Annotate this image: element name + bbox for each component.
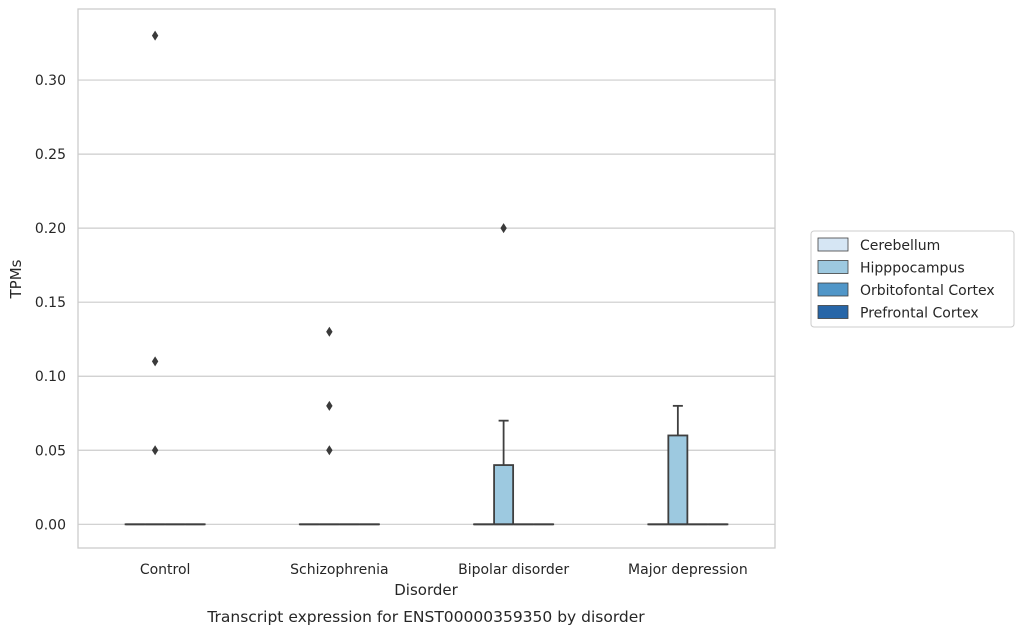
y-tick-label: 0.25 <box>35 147 66 163</box>
x-tick-label: Bipolar disorder <box>458 562 569 578</box>
x-tick-labels: Control Schizophrenia Bipolar disorder Majo… <box>140 562 748 578</box>
x-tick-label: Control <box>140 562 191 578</box>
legend-label: Cerebellum <box>860 238 940 254</box>
y-tick-label: 0.30 <box>35 73 66 89</box>
box-plot-marks <box>124 30 729 526</box>
outlier-point <box>151 356 159 367</box>
figure-caption: Transcript expression for ENST0000035935… <box>206 608 645 626</box>
x-tick-label: Major depression <box>628 562 748 578</box>
y-tick-label: 0.10 <box>35 369 66 385</box>
outlier-point <box>151 30 159 41</box>
plot-frame <box>77 8 776 549</box>
y-tick-label: 0.20 <box>35 221 66 237</box>
outlier-point <box>326 400 333 411</box>
legend-label: Orbitofontal Cortex <box>860 283 995 299</box>
x-tick-label: Schizophrenia <box>290 562 388 578</box>
legend: Cerebellum Hipppocampus Orbitofontal Corte… <box>810 230 1015 328</box>
outlier-point <box>326 445 333 456</box>
legend-frame <box>810 230 1015 328</box>
outlier-point <box>500 223 507 234</box>
outlier-point <box>151 445 159 456</box>
y-tick-label: 0.05 <box>35 443 66 459</box>
legend-swatch <box>817 260 849 274</box>
legend-label: Hipppocampus <box>860 261 965 277</box>
y-tick-label: 0.15 <box>35 295 66 311</box>
x-axis-label: Disorder <box>394 581 458 599</box>
y-tick-label: 0.00 <box>35 517 66 533</box>
legend-swatch <box>817 237 849 252</box>
legend-swatch <box>817 282 849 297</box>
legend-swatch <box>817 305 849 319</box>
plot-background <box>78 9 775 548</box>
y-tick-labels: 0.00 0.05 0.10 0.15 0.20 0.25 0.30 <box>35 73 66 533</box>
outlier-point <box>326 326 333 337</box>
y-axis-label: TPMs <box>7 259 25 299</box>
box <box>667 434 689 526</box>
box <box>493 464 515 526</box>
legend-label: Prefrontal Cortex <box>860 306 979 322</box>
